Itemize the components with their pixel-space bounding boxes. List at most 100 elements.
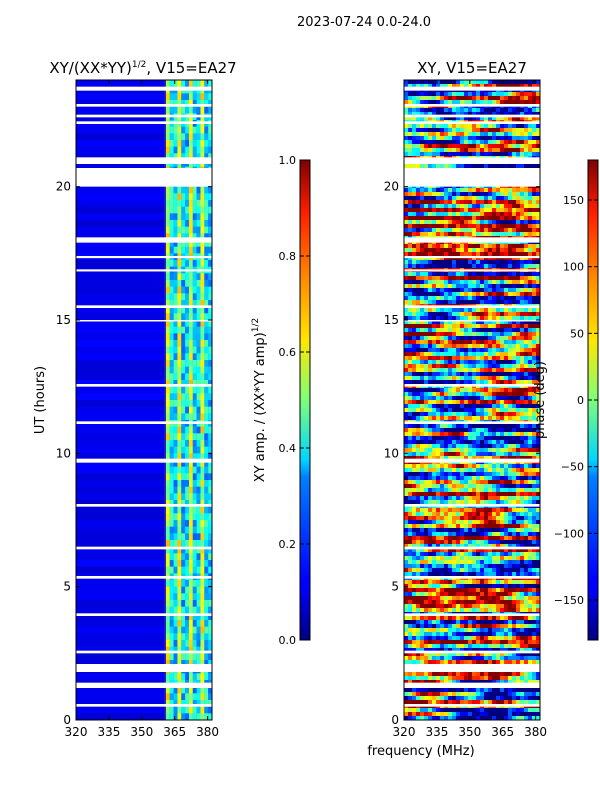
heatmap-cell	[508, 188, 513, 193]
heatmap-cell	[464, 464, 469, 469]
heatmap-cell	[208, 360, 212, 368]
heatmap-cell	[500, 224, 505, 229]
heatmap-cell	[173, 586, 178, 594]
heatmap-cell	[452, 400, 457, 405]
heatmap-cell	[440, 356, 445, 361]
heatmap-cell	[472, 152, 477, 157]
heatmap-cell	[516, 464, 521, 469]
heatmap-cell	[524, 468, 529, 473]
heatmap-cell	[492, 352, 497, 357]
heatmap-cell	[192, 193, 197, 201]
heatmap-cell	[472, 256, 477, 261]
heatmap-cell	[484, 124, 489, 129]
heatmap-cell	[208, 506, 212, 514]
heatmap-cell	[185, 526, 190, 534]
heatmap-cell	[468, 248, 473, 253]
heatmap-cell	[492, 256, 497, 261]
heatmap-cell	[440, 148, 445, 153]
heatmap-cell	[516, 492, 521, 497]
heatmap-cell	[428, 164, 433, 169]
heatmap-cell	[516, 508, 521, 513]
heatmap-cell	[520, 472, 525, 477]
heatmap-cell	[165, 186, 170, 194]
heatmap-cell	[528, 252, 533, 257]
heatmap-cell	[452, 208, 457, 213]
heatmap-cell	[185, 360, 190, 368]
heatmap-cell	[532, 316, 537, 321]
heatmap-cell	[484, 80, 489, 85]
heatmap-cell	[476, 348, 481, 353]
heatmap-cell	[504, 204, 509, 209]
heatmap-cell	[512, 392, 517, 397]
heatmap-cell	[488, 484, 493, 489]
heatmap-cell	[196, 453, 201, 461]
heatmap-cell	[432, 148, 437, 153]
heatmap-cell	[76, 633, 164, 641]
heatmap-cell	[436, 416, 441, 421]
heatmap-cell	[76, 586, 164, 594]
heatmap-cell	[456, 316, 461, 321]
heatmap-cell	[504, 80, 509, 85]
heatmap-cell	[200, 80, 205, 88]
heatmap-cell	[464, 356, 469, 361]
heatmap-cell	[420, 124, 425, 129]
heatmap-cell	[456, 280, 461, 285]
heatmap-cell	[516, 356, 521, 361]
heatmap-cell	[528, 468, 533, 473]
heatmap-cell	[472, 300, 477, 305]
heatmap-cell	[177, 686, 182, 694]
heatmap-cell	[404, 108, 409, 113]
heatmap-cell	[508, 148, 513, 153]
heatmap-cell	[520, 324, 525, 329]
heatmap-cell	[76, 440, 164, 448]
heatmap-cell	[208, 600, 212, 608]
heatmap-cell	[420, 308, 425, 313]
heatmap-cell	[173, 100, 178, 108]
heatmap-cell	[476, 228, 481, 233]
heatmap-cell	[200, 146, 205, 154]
heatmap-cell	[192, 373, 197, 381]
heatmap-cell	[428, 200, 433, 205]
heatmap-cell	[492, 200, 497, 205]
heatmap-cell	[456, 136, 461, 141]
heatmap-cell	[512, 440, 517, 445]
masked-band	[76, 320, 212, 322]
heatmap-cell	[208, 146, 212, 154]
heatmap-cell	[516, 200, 521, 205]
heatmap-cell	[500, 356, 505, 361]
heatmap-cell	[496, 224, 501, 229]
heatmap-cell	[208, 300, 212, 308]
heatmap-cell	[424, 296, 429, 301]
heatmap-cell	[436, 164, 441, 169]
heatmap-cell	[440, 192, 445, 197]
heatmap-cell	[185, 520, 190, 528]
heatmap-cell	[432, 516, 437, 521]
heatmap-cell	[528, 212, 533, 217]
heatmap-cell	[448, 140, 453, 145]
heatmap-cell	[408, 188, 413, 193]
heatmap-cell	[500, 260, 505, 265]
heatmap-cell	[412, 284, 417, 289]
heatmap-cell	[472, 388, 477, 393]
heatmap-cell	[185, 493, 190, 501]
masked-band	[76, 504, 212, 507]
heatmap-cell	[516, 128, 521, 133]
heatmap-cell	[188, 373, 193, 381]
heatmap-cell	[524, 136, 529, 141]
heatmap-cell	[200, 260, 205, 268]
heatmap-cell	[416, 416, 421, 421]
heatmap-cell	[173, 520, 178, 528]
heatmap-cell	[412, 488, 417, 493]
heatmap-cell	[169, 546, 174, 554]
heatmap-cell	[480, 300, 485, 305]
heatmap-cell	[492, 396, 497, 401]
heatmap-cell	[208, 653, 212, 661]
heatmap-cell	[456, 392, 461, 397]
heatmap-cell	[416, 272, 421, 277]
heatmap-cell	[524, 300, 529, 305]
heatmap-cell	[428, 484, 433, 489]
heatmap-cell	[448, 320, 453, 325]
heatmap-cell	[404, 324, 409, 329]
heatmap-cell	[412, 456, 417, 461]
heatmap-cell	[456, 128, 461, 133]
